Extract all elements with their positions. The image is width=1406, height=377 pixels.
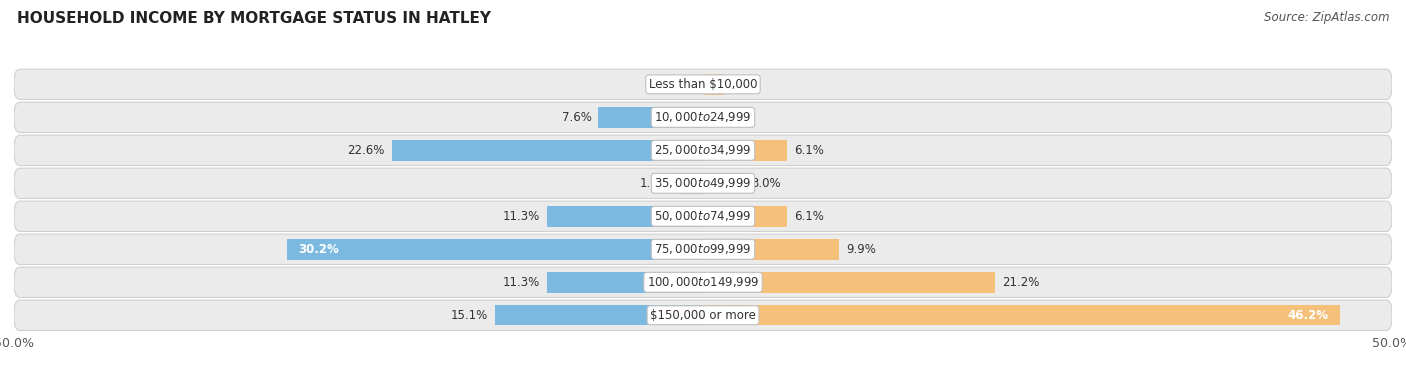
FancyBboxPatch shape: [14, 300, 1392, 330]
Text: 3.0%: 3.0%: [751, 177, 780, 190]
Bar: [495, 305, 703, 325]
Bar: [703, 74, 724, 95]
Text: 7.6%: 7.6%: [561, 111, 592, 124]
Text: $25,000 to $34,999: $25,000 to $34,999: [654, 143, 752, 157]
Bar: [703, 173, 744, 193]
Text: 9.9%: 9.9%: [846, 243, 876, 256]
Text: 11.3%: 11.3%: [503, 276, 540, 289]
Text: HOUSEHOLD INCOME BY MORTGAGE STATUS IN HATLEY: HOUSEHOLD INCOME BY MORTGAGE STATUS IN H…: [17, 11, 491, 26]
Bar: [599, 107, 703, 127]
Text: $75,000 to $99,999: $75,000 to $99,999: [654, 242, 752, 256]
Text: $150,000 or more: $150,000 or more: [650, 309, 756, 322]
Text: 21.2%: 21.2%: [1002, 276, 1039, 289]
Bar: [287, 239, 703, 259]
FancyBboxPatch shape: [14, 201, 1392, 231]
Text: 0.0%: 0.0%: [666, 78, 696, 91]
Text: Source: ZipAtlas.com: Source: ZipAtlas.com: [1264, 11, 1389, 24]
Bar: [547, 272, 703, 293]
FancyBboxPatch shape: [14, 267, 1392, 297]
FancyBboxPatch shape: [14, 102, 1392, 133]
Bar: [703, 272, 995, 293]
Text: 6.1%: 6.1%: [794, 144, 824, 157]
Text: 1.5%: 1.5%: [731, 78, 761, 91]
FancyBboxPatch shape: [14, 135, 1392, 166]
Text: $35,000 to $49,999: $35,000 to $49,999: [654, 176, 752, 190]
Text: 6.1%: 6.1%: [794, 210, 824, 223]
FancyBboxPatch shape: [14, 234, 1392, 265]
Text: 1.9%: 1.9%: [640, 177, 669, 190]
Text: $10,000 to $24,999: $10,000 to $24,999: [654, 110, 752, 124]
Text: 30.2%: 30.2%: [298, 243, 339, 256]
Bar: [547, 206, 703, 227]
Bar: [703, 305, 1340, 325]
Text: Less than $10,000: Less than $10,000: [648, 78, 758, 91]
Text: $50,000 to $74,999: $50,000 to $74,999: [654, 209, 752, 223]
Bar: [392, 140, 703, 161]
FancyBboxPatch shape: [14, 69, 1392, 100]
Text: $100,000 to $149,999: $100,000 to $149,999: [647, 275, 759, 289]
Bar: [703, 206, 787, 227]
Text: 15.1%: 15.1%: [451, 309, 488, 322]
FancyBboxPatch shape: [14, 168, 1392, 199]
Bar: [676, 173, 703, 193]
Text: 11.3%: 11.3%: [503, 210, 540, 223]
Bar: [703, 140, 787, 161]
Text: 0.0%: 0.0%: [710, 111, 740, 124]
Text: 22.6%: 22.6%: [347, 144, 385, 157]
Text: 46.2%: 46.2%: [1288, 309, 1329, 322]
Bar: [703, 239, 839, 259]
